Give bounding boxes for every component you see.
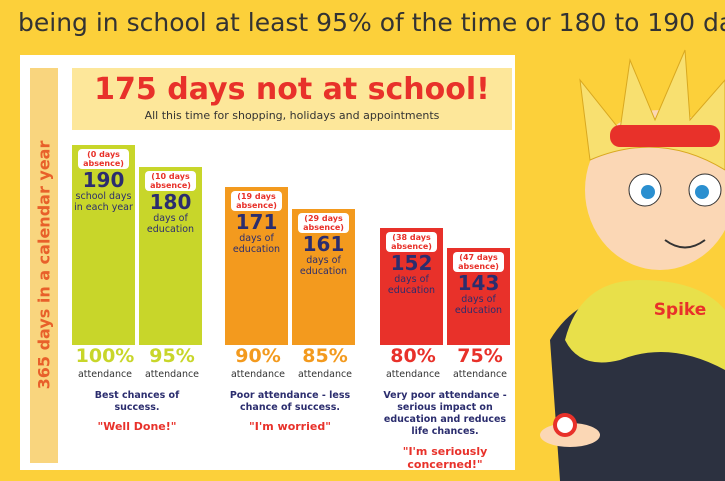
group-note: Poor attendance - less chance of success…	[225, 390, 355, 414]
absence-label: (47 days absence)	[453, 252, 504, 272]
banner-title: 175 days not at school!	[72, 72, 512, 107]
attendance-label: attendance	[447, 369, 513, 380]
days-value: 152	[380, 252, 443, 274]
days-description: school days in each year	[72, 191, 135, 213]
absence-label: (10 days absence)	[145, 171, 196, 191]
group-note: Best chances of success.	[72, 390, 202, 414]
days-description: days of education	[292, 255, 355, 277]
absence-label: (38 days absence)	[386, 232, 437, 252]
infographic: being in school at least 95% of the time…	[0, 0, 725, 481]
days-description: days of education	[225, 233, 288, 255]
days-description: days of education	[139, 213, 202, 235]
header-title: being in school at least 95% of the time…	[18, 8, 725, 37]
days-value: 190	[72, 169, 135, 191]
days-description: days of education	[447, 294, 510, 316]
days-description: days of education	[380, 274, 443, 296]
absence-label: (19 days absence)	[231, 191, 282, 211]
attendance-label: attendance	[72, 369, 138, 380]
percent-label: 80%	[380, 345, 446, 367]
percent-label: 90%	[225, 345, 291, 367]
percent-label: 95%	[139, 345, 205, 367]
absence-label: (0 days absence)	[78, 149, 129, 169]
banner-subtitle: All this time for shopping, holidays and…	[72, 109, 512, 122]
character: Spike	[520, 40, 725, 481]
days-value: 143	[447, 272, 510, 294]
side-label: 365 days in a calendar year	[35, 141, 54, 390]
attendance-label: attendance	[292, 369, 358, 380]
days-value: 180	[139, 191, 202, 213]
banner: 175 days not at school! All this time fo…	[72, 68, 512, 130]
attendance-label: attendance	[139, 369, 205, 380]
percent-label: 75%	[447, 345, 513, 367]
group-quote: "I'm seriously concerned!"	[395, 445, 495, 471]
absence-label: (29 days absence)	[298, 213, 349, 233]
attendance-label: attendance	[225, 369, 291, 380]
attendance-label: attendance	[380, 369, 446, 380]
group-note: Very poor attendance - serious impact on…	[380, 390, 510, 438]
days-value: 171	[225, 211, 288, 233]
percent-label: 85%	[292, 345, 358, 367]
character-name: Spike	[654, 300, 707, 320]
percent-label: 100%	[72, 345, 138, 367]
group-quote: "I'm worried"	[240, 420, 340, 433]
group-quote: "Well Done!"	[87, 420, 187, 433]
days-value: 161	[292, 233, 355, 255]
